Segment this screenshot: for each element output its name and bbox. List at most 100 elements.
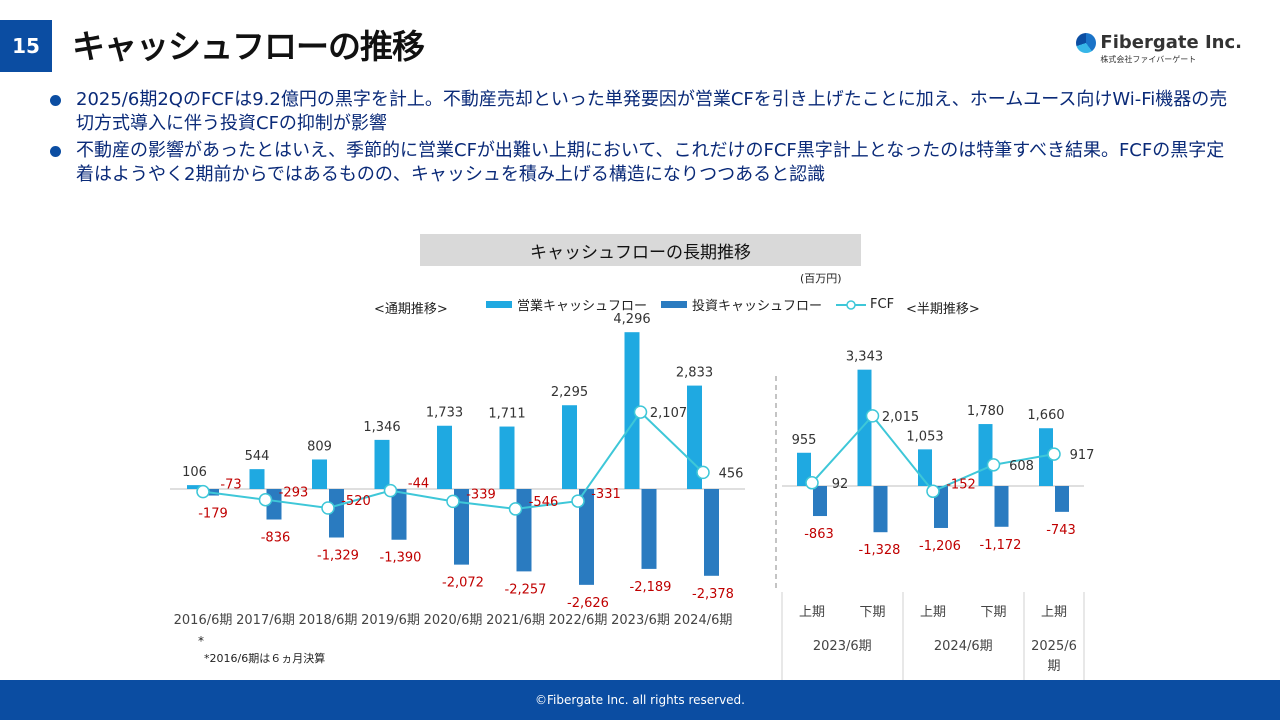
annual-fcf-point (696, 465, 710, 480)
logo-subtitle: 株式会社ファイバーゲート (1100, 55, 1197, 64)
annual-x-tick: 2018/6期 (299, 613, 358, 628)
annual-fcf-point (633, 405, 648, 419)
legend-investing: 投資キャッシュフロー (661, 295, 822, 314)
annual-operating-bar (624, 332, 640, 489)
fibergate-logo-icon (1076, 32, 1097, 53)
annual-operating-label: 106 (182, 465, 207, 480)
page-title: キャッシュフローの推移 (72, 27, 425, 66)
legend-operating-swatch (486, 301, 512, 308)
half-x-tick: 上期 (1041, 605, 1067, 620)
half-fcf-label: -152 (946, 477, 976, 492)
half-investing-bar (934, 486, 948, 528)
annual-x-tick: 2019/6期 (361, 613, 420, 628)
half-operating-label: 3,343 (846, 350, 883, 365)
half-group-label: 2023/6期 (813, 639, 872, 654)
annual-investing-label: -1,390 (380, 551, 422, 566)
annual-operating-bar (562, 405, 577, 489)
annual-investing-label: -836 (261, 531, 291, 546)
half-x-tick: 下期 (980, 605, 1006, 620)
annual-x-tick: 2020/6期 (424, 613, 483, 628)
footnote: *2016/6期は６ヵ月決算 (204, 652, 326, 665)
annual-x-tick: 2016/6期 (174, 613, 233, 628)
half-investing-label: -1,328 (859, 543, 901, 558)
annual-x-tick: 2024/6期 (674, 613, 733, 628)
half-investing-bar (994, 486, 1009, 527)
half-fcf-line (811, 414, 1055, 493)
legend-investing-swatch (661, 301, 688, 308)
half-investing-label: -863 (804, 527, 834, 542)
annual-fcf-point (321, 501, 335, 515)
unit-label: (百万円) (800, 272, 842, 285)
half-operating-label: 1,053 (906, 429, 943, 444)
half-fcf-point (805, 476, 819, 490)
annual-x-tick: 2023/6期 (611, 613, 670, 628)
half-investing-label: -1,206 (919, 539, 961, 554)
annual-operating-bar (499, 426, 515, 489)
company-logo: Fibergate Inc. 株式会社ファイバーゲート (1076, 32, 1242, 65)
annual-operating-label: 544 (245, 449, 270, 464)
annual-investing-label: -1,329 (317, 549, 359, 564)
half-operating-label: 1,780 (967, 404, 1004, 419)
annual-fcf-point (258, 492, 273, 507)
legend-fcf: FCF (836, 297, 894, 312)
half-fcf-label: 92 (832, 477, 849, 492)
half-investing-bar (873, 486, 888, 533)
annual-investing-bar (641, 489, 657, 569)
legend-fcf-label: FCF (870, 297, 895, 312)
annual-operating-label: 809 (307, 439, 332, 454)
annual-x-tick: 2017/6期 (236, 613, 295, 628)
half-fcf-point (1047, 447, 1061, 461)
page-number: 15 (0, 20, 52, 72)
annual-investing-bar (454, 489, 469, 565)
annual-fcf-label: -339 (466, 487, 496, 502)
half-fcf-point (926, 484, 940, 499)
annual-fcf-point (446, 494, 460, 509)
annual-fcf-label: 2,107 (650, 406, 687, 421)
annual-fcf-label: -520 (341, 494, 371, 509)
annual-operating-bar (437, 425, 452, 489)
half-group-label: 2025/6 (1031, 639, 1077, 654)
annual-investing-label: -2,189 (630, 580, 672, 595)
legend-operating: 営業キャッシュフロー (486, 295, 647, 314)
half-operating-bar (1039, 428, 1053, 486)
half-investing-bar (813, 486, 827, 517)
annual-fcf-label: -44 (408, 477, 429, 492)
legend-fcf-marker-icon (836, 299, 867, 310)
annual-operating-bar (249, 469, 265, 489)
half-x-tick: 下期 (859, 605, 885, 620)
annual-operating-label: 1,346 (363, 420, 400, 435)
half-investing-label: -1,172 (980, 538, 1022, 553)
legend-operating-label: 営業キャッシュフロー (517, 299, 648, 314)
annual-operating-label: 1,733 (426, 406, 463, 421)
annual-fcf-label: -293 (279, 486, 309, 501)
half-x-tick: 上期 (920, 605, 946, 620)
annual-investing-label: -2,257 (505, 582, 547, 597)
half-fcf-label: 608 (1009, 459, 1034, 474)
half-investing-bar (1055, 486, 1069, 512)
annual-fcf-label: -331 (591, 487, 621, 502)
half-fcf-label: 917 (1070, 448, 1095, 463)
half-investing-label: -743 (1046, 523, 1076, 538)
annual-investing-bar (704, 489, 719, 576)
annual-investing-bar (391, 489, 407, 540)
half-fcf-label: 2,015 (882, 410, 919, 425)
annual-fcf-point (508, 502, 523, 516)
annual-investing-label: -2,626 (567, 596, 609, 611)
half-x-tick: 上期 (799, 605, 825, 620)
annual-fcf-label: -73 (220, 478, 241, 493)
summary-bullets: 2025/6期2QのFCFは9.2億円の黒字を計上。不動産売却といった単発要因が… (50, 88, 1230, 190)
footer-copyright: ©Fibergate Inc. all rights reserved. (0, 680, 1280, 720)
half-group-label: 2024/6期 (934, 639, 993, 654)
half-operating-bar (797, 452, 811, 486)
annual-fcf-label: 456 (719, 466, 744, 481)
half-operating-bar (857, 369, 872, 486)
annual-fcf-point (383, 483, 398, 498)
annual-operating-label: 2,295 (551, 385, 588, 400)
footnote-marker: * (198, 634, 204, 648)
section-half-label: <半期推移> (906, 302, 980, 317)
chart-header: キャッシュフローの長期推移 (420, 234, 861, 266)
annual-operating-label: 4,296 (613, 312, 650, 327)
annual-fcf-point (571, 494, 585, 508)
annual-investing-label: -179 (198, 507, 228, 522)
